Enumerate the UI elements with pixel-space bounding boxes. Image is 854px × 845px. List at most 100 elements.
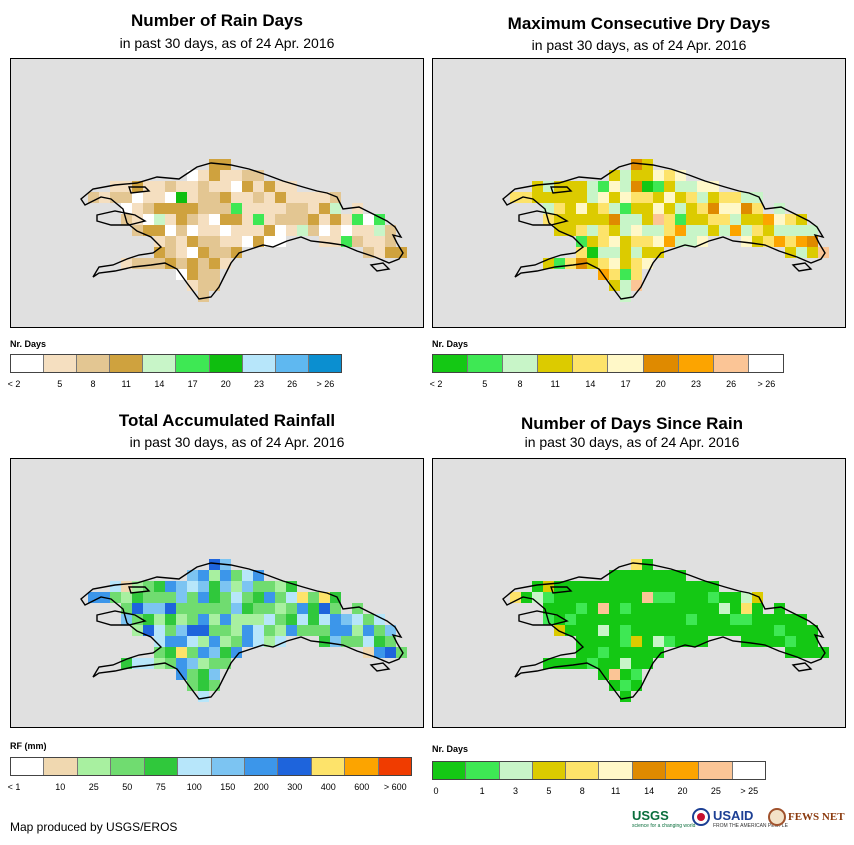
grid-cell xyxy=(187,192,198,203)
legend-swatch xyxy=(244,758,279,775)
grid-cell xyxy=(642,625,653,636)
grid-cell xyxy=(598,258,609,269)
legend-title-rain-days: Nr. Days xyxy=(10,339,47,349)
grid-cell xyxy=(763,225,774,236)
grid-cell xyxy=(176,247,187,258)
grid-cell xyxy=(275,192,286,203)
credit-text: Map produced by USGS/EROS xyxy=(10,820,178,834)
grid-cell xyxy=(286,192,297,203)
hispaniola-outline xyxy=(80,162,404,300)
grid-cell xyxy=(609,280,620,291)
grid-cell xyxy=(363,214,374,225)
grid-cell xyxy=(675,225,686,236)
grid-cell xyxy=(275,625,286,636)
grid-cell xyxy=(631,669,642,680)
legend-swatch xyxy=(44,355,78,372)
legend-label: 75 xyxy=(155,782,166,792)
grid-cell xyxy=(565,614,576,625)
grid-cell xyxy=(620,214,631,225)
grid-cell xyxy=(121,603,132,614)
grid-cell xyxy=(132,592,143,603)
grid-cell xyxy=(198,247,209,258)
grid-cell xyxy=(631,170,642,181)
grid-cell xyxy=(264,225,275,236)
grid-cell xyxy=(242,614,253,625)
grid-cell xyxy=(631,636,642,647)
grid-cell xyxy=(242,603,253,614)
grid-cell xyxy=(209,636,220,647)
grid-cell xyxy=(642,181,653,192)
grid-cell xyxy=(88,592,99,603)
grid-cell xyxy=(807,647,818,658)
grid-cell xyxy=(565,225,576,236)
grid-cell xyxy=(176,625,187,636)
grid-cell xyxy=(796,636,807,647)
grid-cell xyxy=(209,614,220,625)
islet-outline xyxy=(791,262,813,272)
panel-title-rain-days: Number of Rain Days xyxy=(131,11,303,30)
grid-cell xyxy=(154,625,165,636)
legend-swatch xyxy=(468,355,504,372)
grid-cell xyxy=(565,625,576,636)
grid-cell xyxy=(763,625,774,636)
grid-cell xyxy=(609,258,620,269)
map-svg xyxy=(502,159,829,302)
grid-cell xyxy=(121,658,132,669)
grid-cell xyxy=(352,636,363,647)
legend-label: 1 xyxy=(479,786,485,796)
grid-cell xyxy=(609,614,620,625)
grid-cell xyxy=(653,214,664,225)
grid-cell xyxy=(165,236,176,247)
grid-cell xyxy=(686,181,697,192)
grid-cell xyxy=(374,214,385,225)
grid-cell xyxy=(121,203,132,214)
grid-cell xyxy=(609,236,620,247)
grid-cell xyxy=(631,280,642,291)
grid-cell xyxy=(719,203,730,214)
grid-cell xyxy=(275,214,286,225)
grid-cell xyxy=(220,225,231,236)
legend-labels-rainfall: < 1 10 25 50 75 100 150 200 300 400 600 > 600 xyxy=(8,782,412,794)
grid-cell xyxy=(187,647,198,658)
grid-cell xyxy=(675,192,686,203)
legend-swatch xyxy=(77,355,111,372)
grid-cell xyxy=(275,581,286,592)
legend-label: 8 xyxy=(579,786,585,796)
grid-cell xyxy=(253,214,264,225)
grid-cell xyxy=(319,636,330,647)
grid-cell xyxy=(642,258,653,269)
grid-cell xyxy=(198,636,209,647)
legend-label: 20 xyxy=(220,379,231,389)
grid-cell xyxy=(719,592,730,603)
grid-cell xyxy=(176,192,187,203)
legend-swatch xyxy=(11,355,45,372)
grid-cell xyxy=(165,614,176,625)
grid-cell xyxy=(198,592,209,603)
map-svg xyxy=(502,559,829,702)
grid-cell xyxy=(308,614,319,625)
legend-swatch xyxy=(532,762,567,779)
grid-cell xyxy=(242,192,253,203)
grid-cell xyxy=(697,192,708,203)
grid-cell xyxy=(319,192,330,203)
grid-cell xyxy=(697,636,708,647)
grid-cell xyxy=(319,614,330,625)
grid-cell xyxy=(198,203,209,214)
grid-cell xyxy=(275,636,286,647)
grid-cell xyxy=(209,203,220,214)
grid-cell xyxy=(631,570,642,581)
grid-cell xyxy=(209,258,220,269)
grid-cell xyxy=(807,225,818,236)
grid-cell xyxy=(297,592,308,603)
grid-cell xyxy=(220,636,231,647)
grid-cell xyxy=(609,269,620,280)
grid-cell xyxy=(598,636,609,647)
grid-cell xyxy=(187,247,198,258)
grid-cell xyxy=(620,658,631,669)
grid-cell xyxy=(275,203,286,214)
fewsnet-globe-icon xyxy=(768,808,786,826)
grid-cell xyxy=(785,236,796,247)
legend-label: 8 xyxy=(90,379,96,389)
grid-cell xyxy=(198,570,209,581)
grid-cell xyxy=(631,647,642,658)
